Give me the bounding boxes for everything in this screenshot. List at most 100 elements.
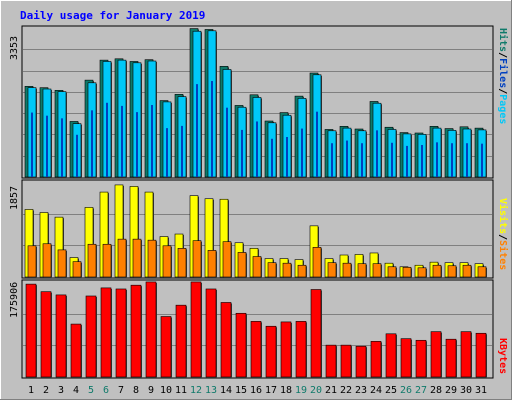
day-label-25: 25 xyxy=(385,385,397,396)
panel-bottom-bars xyxy=(25,281,487,378)
bar-kbytes-day-13 xyxy=(205,288,217,378)
bar-pages-day-30 xyxy=(466,143,468,177)
bar-kbytes-day-17 xyxy=(265,325,277,378)
day-label-7: 7 xyxy=(118,385,124,396)
bar-kbytes-day-15 xyxy=(235,312,247,378)
legend-files: Files xyxy=(497,58,509,88)
panel-kbytes: 175906 KBytes xyxy=(9,279,508,379)
bar-kbytes-day-3 xyxy=(55,294,67,378)
bar-sites-day-12 xyxy=(192,240,202,278)
bar-pages-day-12 xyxy=(196,84,198,177)
day-label-19: 19 xyxy=(295,385,307,396)
bar-kbytes-day-20 xyxy=(310,289,322,378)
bar-sites-day-2 xyxy=(42,243,52,278)
chart-title: Daily usage for January 2019 xyxy=(20,9,205,22)
legend-separator: / xyxy=(497,52,508,58)
bar-kbytes-day-29 xyxy=(445,338,457,378)
bar-kbytes-day-22 xyxy=(340,344,352,378)
bar-pages-day-25 xyxy=(391,142,393,177)
bar-kbytes-day-30 xyxy=(460,331,472,378)
day-label-3: 3 xyxy=(58,385,64,396)
day-label-18: 18 xyxy=(280,385,292,396)
day-label-1: 1 xyxy=(28,385,34,396)
day-label-20: 20 xyxy=(310,385,322,396)
panel-top-legend: Hits/Files/Pages xyxy=(497,28,509,124)
bar-pages-day-13 xyxy=(211,81,213,177)
bar-pages-day-20 xyxy=(316,111,318,177)
bar-sites-day-8 xyxy=(132,238,142,278)
legend-separator: / xyxy=(497,234,508,240)
bar-sites-day-29 xyxy=(447,265,457,278)
panel-visits-sites: 1857 Visits/Sites xyxy=(9,179,509,279)
bar-pages-day-6 xyxy=(106,102,108,177)
bar-kbytes-day-2 xyxy=(40,291,52,378)
bar-pages-day-31 xyxy=(481,143,483,177)
day-label-24: 24 xyxy=(370,385,382,396)
bar-sites-day-27 xyxy=(417,267,427,278)
bar-sites-day-20 xyxy=(312,247,322,278)
bar-kbytes-day-8 xyxy=(130,284,142,378)
legend-pages: Pages xyxy=(497,94,508,124)
panel-bottom-legend: KBytes xyxy=(497,338,508,374)
day-label-31: 31 xyxy=(475,385,487,396)
bar-kbytes-day-27 xyxy=(415,339,427,378)
bar-kbytes-day-16 xyxy=(250,321,262,378)
bar-kbytes-day-26 xyxy=(400,338,412,378)
day-label-14: 14 xyxy=(220,385,232,396)
bar-pages-day-15 xyxy=(241,129,243,177)
bar-pages-day-22 xyxy=(346,140,348,177)
day-label-22: 22 xyxy=(340,385,352,396)
bar-sites-day-9 xyxy=(147,239,157,278)
bar-sites-day-6 xyxy=(102,243,112,278)
bar-pages-day-11 xyxy=(181,125,183,177)
bar-pages-day-26 xyxy=(406,145,408,177)
bar-pages-day-9 xyxy=(151,105,153,177)
bar-sites-day-10 xyxy=(162,245,172,278)
bar-pages-day-17 xyxy=(271,138,273,177)
bar-sites-day-4 xyxy=(72,261,82,278)
panel-middle-bars xyxy=(24,184,487,278)
bar-kbytes-day-5 xyxy=(85,295,97,378)
bar-sites-day-31 xyxy=(477,266,487,278)
day-label-21: 21 xyxy=(325,385,337,396)
panel-top-max-label: 3353 xyxy=(9,36,20,60)
bar-pages-day-21 xyxy=(331,143,333,177)
bar-kbytes-day-23 xyxy=(355,345,367,378)
bar-pages-day-19 xyxy=(301,128,303,177)
bar-sites-day-23 xyxy=(357,263,367,278)
day-label-5: 5 xyxy=(88,385,94,396)
panel-top-bars xyxy=(24,28,487,179)
legend-kbytes: KBytes xyxy=(497,338,508,374)
bar-sites-day-22 xyxy=(342,262,352,278)
bar-kbytes-day-21 xyxy=(325,344,337,378)
bar-kbytes-day-12 xyxy=(190,281,202,378)
bar-pages-day-5 xyxy=(91,110,93,177)
day-label-29: 29 xyxy=(445,385,457,396)
bar-sites-day-24 xyxy=(372,263,382,278)
bar-kbytes-day-19 xyxy=(295,321,307,378)
day-label-2: 2 xyxy=(43,385,49,396)
bar-kbytes-day-25 xyxy=(385,333,397,378)
bar-sites-day-14 xyxy=(222,241,232,278)
bar-pages-day-2 xyxy=(46,115,48,177)
bar-kbytes-day-11 xyxy=(175,304,187,378)
bar-pages-day-14 xyxy=(226,107,228,177)
bar-sites-day-21 xyxy=(327,262,337,278)
legend-visits: Visits xyxy=(497,198,509,234)
day-label-23: 23 xyxy=(355,385,367,396)
bar-kbytes-day-6 xyxy=(100,287,112,378)
bar-sites-day-30 xyxy=(462,264,472,278)
bar-kbytes-day-24 xyxy=(370,341,382,378)
bar-sites-day-26 xyxy=(402,266,412,278)
bar-kbytes-day-7 xyxy=(115,288,127,378)
panel-hits-files-pages: 3353 Hits/Files/Pages xyxy=(9,25,509,179)
day-label-8: 8 xyxy=(133,385,139,396)
bar-pages-day-23 xyxy=(361,143,363,177)
day-label-10: 10 xyxy=(160,385,172,396)
svg-text:Visits/Sites: Visits/Sites xyxy=(497,198,509,270)
day-label-26: 26 xyxy=(400,385,412,396)
bar-pages-day-8 xyxy=(136,112,138,177)
bar-sites-day-11 xyxy=(177,248,187,278)
bar-pages-day-3 xyxy=(61,118,63,177)
bar-sites-day-1 xyxy=(27,245,37,278)
